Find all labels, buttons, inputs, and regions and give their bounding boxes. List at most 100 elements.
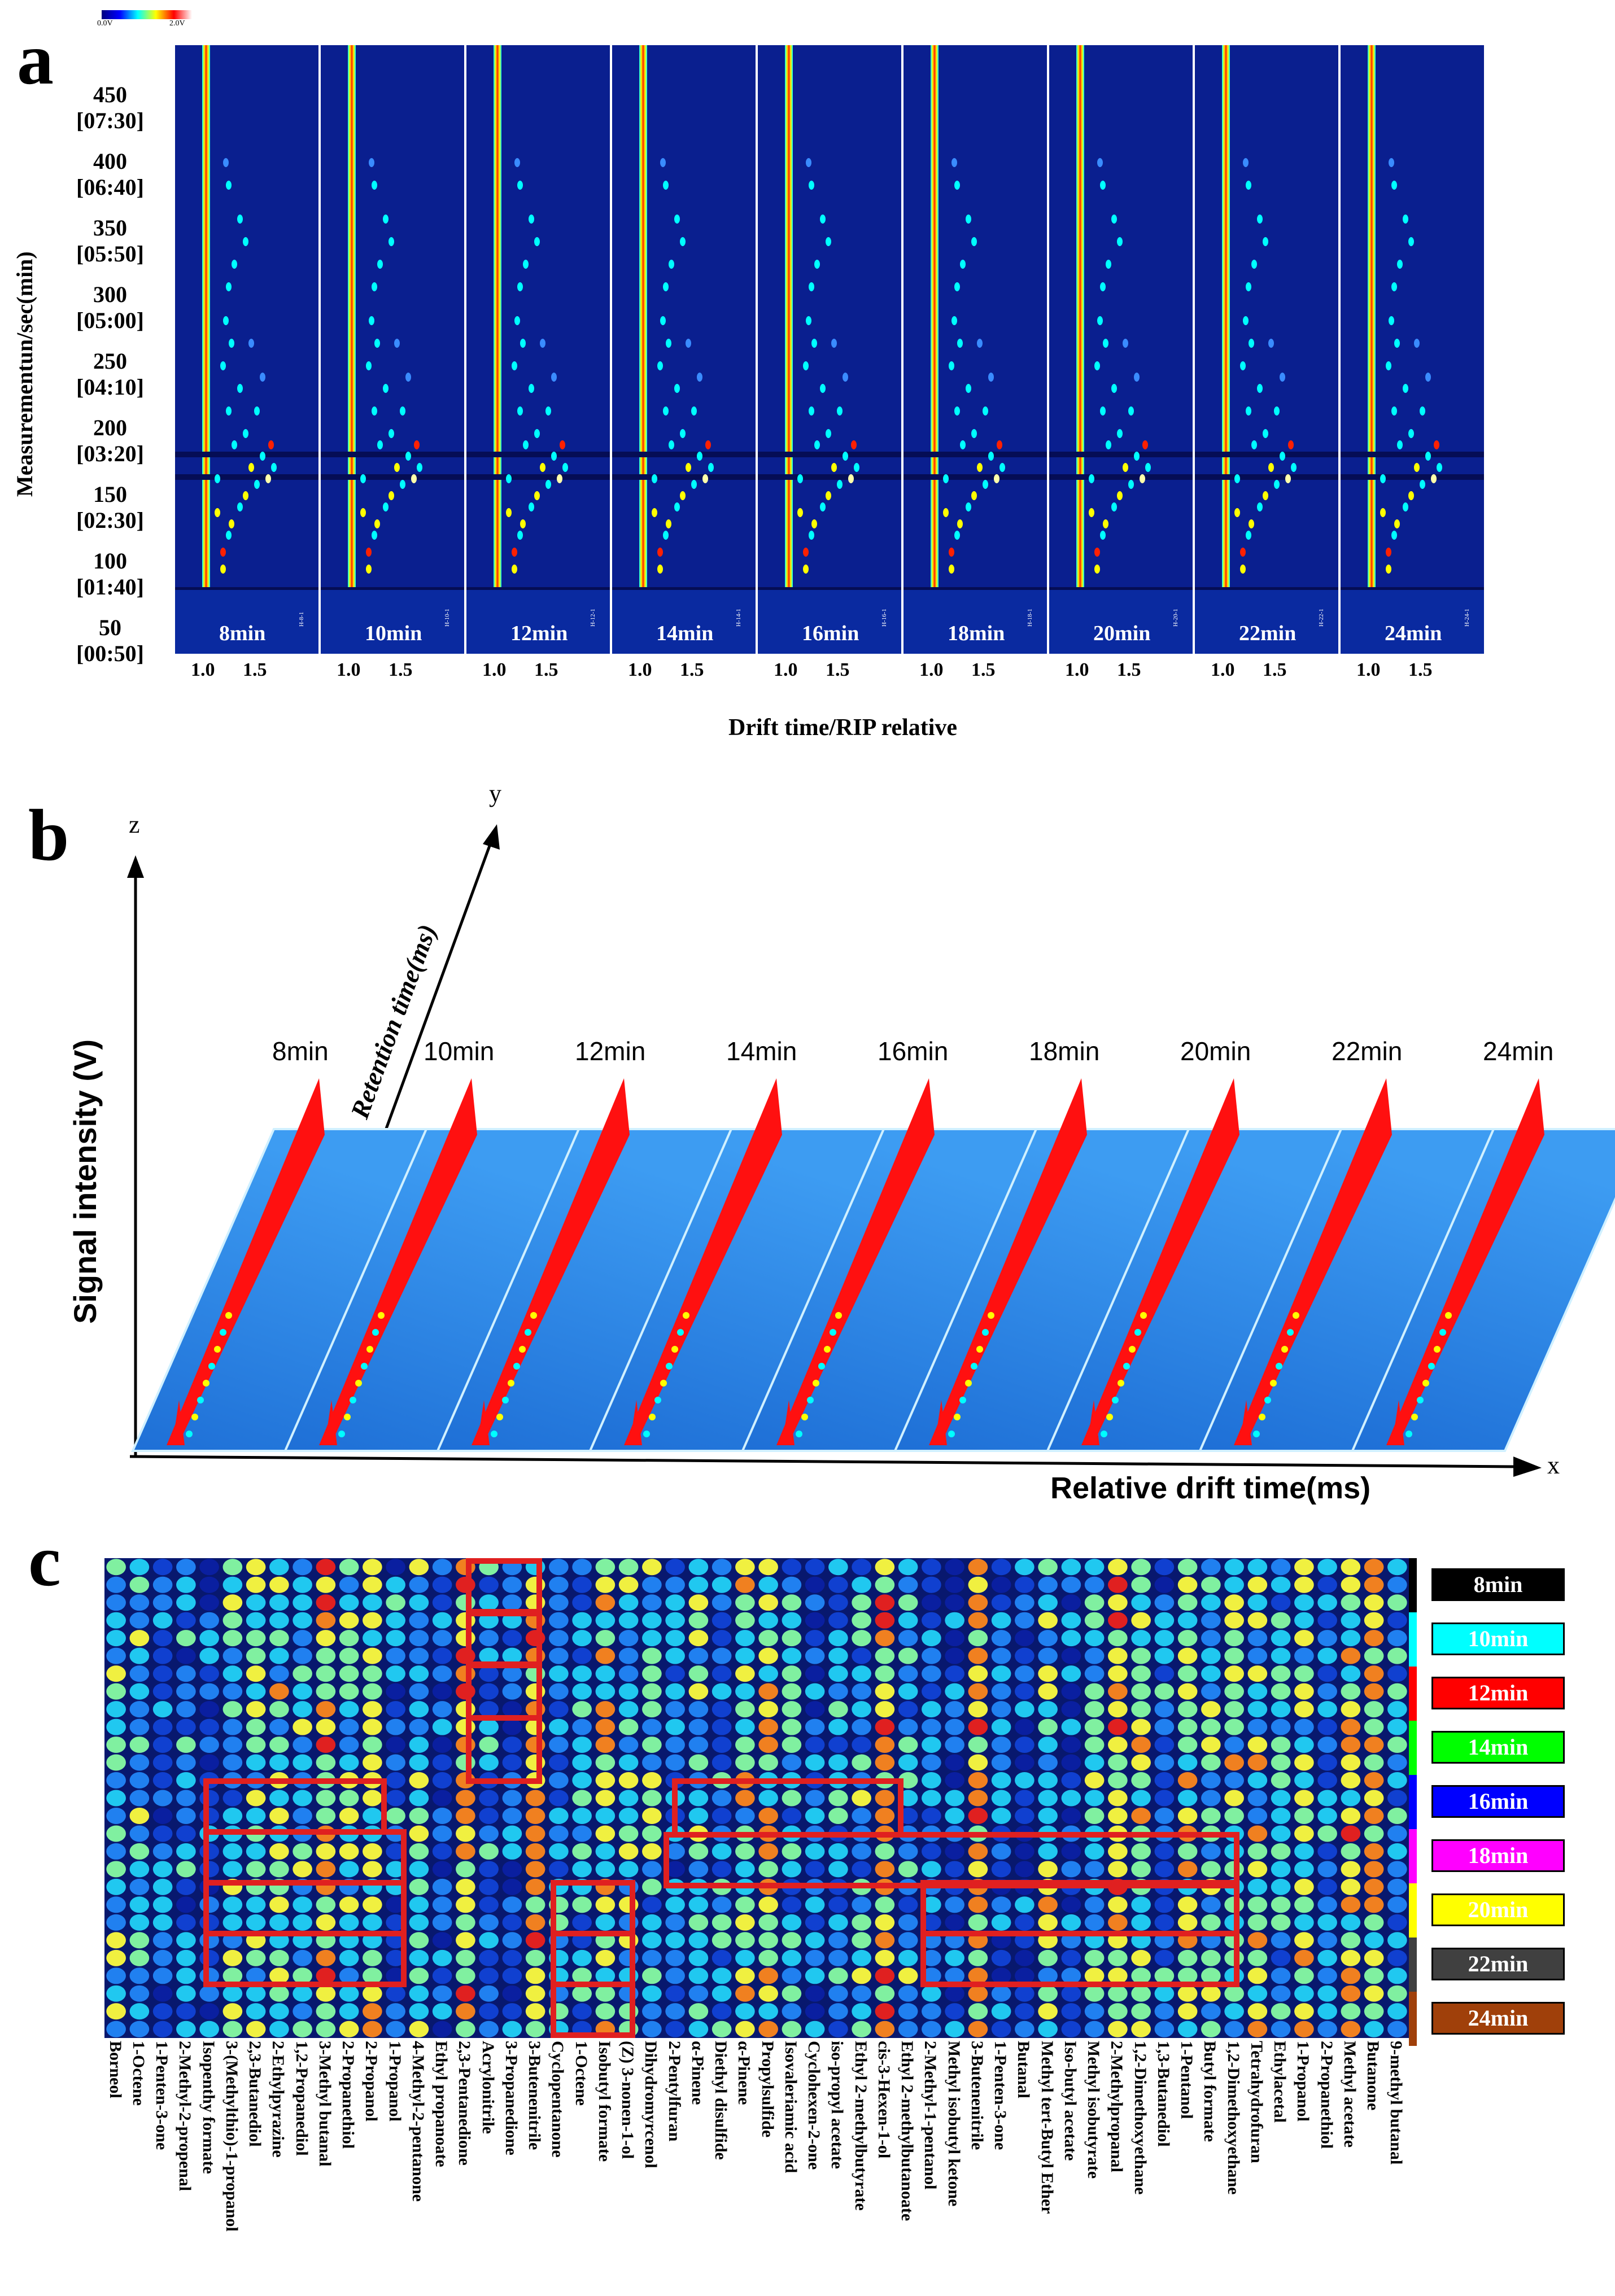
fingerprint-cell xyxy=(1108,1790,1128,1807)
fingerprint-cell xyxy=(432,1665,452,1682)
signal-spot xyxy=(954,531,960,540)
signal-spot xyxy=(660,158,666,167)
fingerprint-cell xyxy=(176,2003,196,2020)
fingerprint-cell xyxy=(1201,1718,1221,1735)
fingerprint-cell xyxy=(1364,1665,1384,1682)
fingerprint-cell xyxy=(595,1718,616,1735)
fingerprint-cell xyxy=(339,1808,359,1824)
signal-spot xyxy=(977,339,983,348)
fingerprint-cell xyxy=(991,1861,1011,1878)
fingerprint-cell xyxy=(991,1630,1011,1647)
fingerprint-cell xyxy=(106,1878,126,1895)
fingerprint-cell xyxy=(432,1647,452,1664)
fingerprint-cell xyxy=(572,1843,592,1860)
fingerprint-cell xyxy=(782,1861,802,1878)
fingerprint-cell xyxy=(991,1843,1011,1860)
signal-spot xyxy=(366,565,372,574)
fingerprint-cell xyxy=(1015,1701,1035,1718)
signal-spot xyxy=(369,316,374,325)
sample-id: H-20-1 xyxy=(1172,609,1179,627)
topographic-plot: 16min H-16-1 xyxy=(758,45,903,654)
x-tick-label: 1.0 xyxy=(774,659,798,680)
fingerprint-cell xyxy=(758,1612,778,1629)
fingerprint-cell xyxy=(1271,1772,1291,1788)
compound-label: 2-Propanethiol xyxy=(1317,2041,1336,2149)
fingerprint-cell xyxy=(199,1665,219,1682)
compound-label: Methyl isobutyrate xyxy=(1084,2041,1103,2179)
signal-spot xyxy=(545,480,551,489)
fingerprint-cell xyxy=(269,1612,289,1629)
fingerprint-cell xyxy=(1131,1718,1151,1735)
fingerprint-cell xyxy=(688,1861,709,1878)
fingerprint-cell xyxy=(922,1718,941,1735)
fingerprint-cell xyxy=(642,1896,662,1913)
fingerprint-cell xyxy=(945,1737,964,1753)
fingerprint-cell xyxy=(339,1665,359,1682)
signal-spot xyxy=(843,452,848,461)
signal-spot xyxy=(983,406,988,416)
fingerprint-cell xyxy=(269,1647,289,1664)
legend-label: 20min xyxy=(1431,1893,1565,1926)
fingerprint-cell xyxy=(782,1932,802,1949)
fingerprint-cell xyxy=(665,1949,685,1966)
fingerprint-cell xyxy=(339,1576,359,1593)
fingerprint-cell xyxy=(1201,1737,1221,1753)
fingerprint-cell xyxy=(222,1701,243,1718)
fingerprint-cell xyxy=(1317,1914,1337,1931)
signal-spot xyxy=(394,463,400,472)
fingerprint-cell xyxy=(1131,1772,1151,1788)
fingerprint-cell xyxy=(968,1772,988,1788)
fingerprint-cell xyxy=(386,1630,405,1647)
fingerprint-cell xyxy=(525,1630,545,1647)
fingerprint-cell xyxy=(339,1737,359,1753)
fingerprint-cell xyxy=(805,1843,825,1860)
fingerprint-cell xyxy=(922,1949,941,1966)
compound-label: iso-propyl acetate xyxy=(828,2041,847,2169)
fingerprint-cell xyxy=(758,1647,778,1664)
fingerprint-cell xyxy=(618,1701,639,1718)
fingerprint-cell xyxy=(665,1896,685,1913)
fingerprint-cell xyxy=(1294,1808,1314,1824)
fingerprint-cell xyxy=(1341,1914,1361,1931)
fingerprint-cell xyxy=(922,1665,941,1682)
fingerprint-cell xyxy=(618,1985,639,2002)
fingerprint-cell xyxy=(222,1914,243,1931)
fingerprint-cell xyxy=(502,2021,522,2037)
fingerprint-cell xyxy=(152,1967,173,1984)
fingerprint-cell xyxy=(432,1683,452,1700)
fingerprint-cell xyxy=(758,1576,778,1593)
fingerprint-cell xyxy=(852,1647,871,1664)
fingerprint-cell xyxy=(1341,1843,1361,1860)
signal-spot xyxy=(1397,440,1403,449)
fingerprint-cell xyxy=(269,1559,289,1576)
signal-spot xyxy=(966,384,971,393)
fingerprint-cell xyxy=(269,1790,289,1807)
fingerprint-cell xyxy=(758,1790,778,1807)
signal-spot xyxy=(540,463,545,472)
fingerprint-cell xyxy=(1084,1967,1105,1984)
fingerprint-cell xyxy=(758,1949,778,1966)
fingerprint-cell xyxy=(852,1949,871,1966)
fingerprint-cell xyxy=(712,1896,732,1913)
fingerprint-cell xyxy=(432,1949,452,1966)
fingerprint-cell xyxy=(363,1843,382,1860)
signal-spot xyxy=(826,429,831,438)
x-axis xyxy=(129,1455,1542,1477)
fingerprint-cell xyxy=(386,1594,405,1611)
fingerprint-cell xyxy=(269,1843,289,1860)
fingerprint-cell xyxy=(479,1737,499,1753)
signal-spot xyxy=(562,463,568,472)
fingerprint-cell xyxy=(875,2021,895,2037)
compound-label: Dihydromyrcenol xyxy=(641,2041,661,2168)
fingerprint-cell xyxy=(502,1825,522,1842)
y-tick-value: 350 xyxy=(93,215,127,240)
signal-spot xyxy=(226,531,232,540)
fingerprint-cell xyxy=(106,1718,126,1735)
fingerprint-cell xyxy=(1177,1808,1198,1824)
signal-spot xyxy=(1128,406,1134,416)
fingerprint-cell xyxy=(782,1665,802,1682)
fingerprint-cell xyxy=(1038,1754,1058,1771)
fingerprint-cell xyxy=(176,1754,196,1771)
signal-spot xyxy=(960,260,966,269)
fingerprint-cell xyxy=(316,1559,336,1576)
